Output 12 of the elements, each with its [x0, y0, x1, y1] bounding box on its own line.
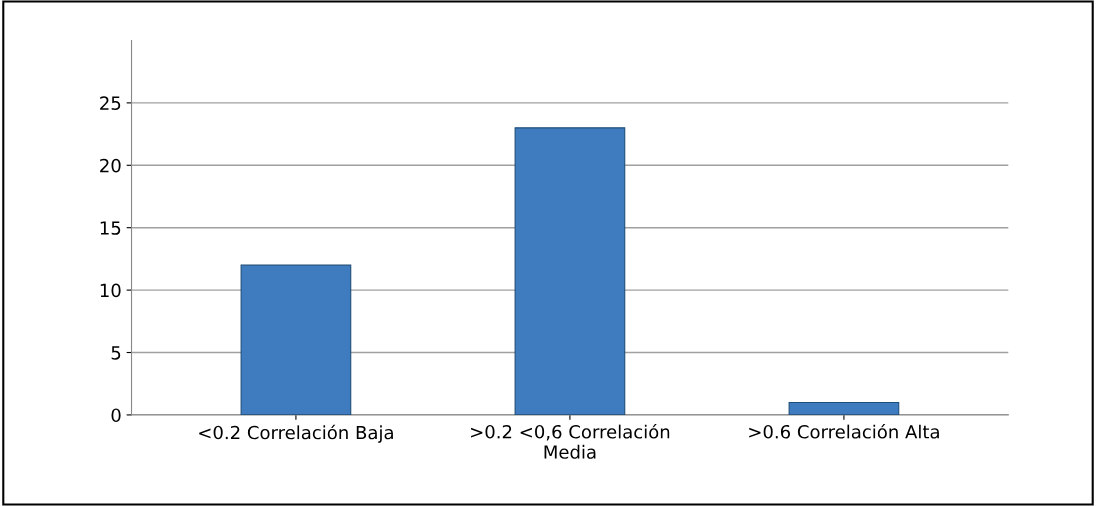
- y-tick-label: 5: [111, 346, 121, 360]
- x-tick-label: <0.2 Correlación Baja: [199, 424, 393, 443]
- y-tick-label: 15: [100, 221, 121, 235]
- bar: [514, 127, 626, 415]
- y-tick-label: 10: [100, 283, 121, 298]
- y-tick-label: 25: [100, 96, 121, 110]
- y-tick-label: 20: [100, 158, 121, 173]
- y-tick-label: 0: [111, 408, 121, 423]
- bar: [240, 264, 352, 415]
- x-tick-label: >0.6 Correlación Alta: [749, 423, 939, 439]
- x-tick-label: >0.2 <0,6 Correlación Media: [471, 423, 670, 459]
- bar: [788, 401, 900, 415]
